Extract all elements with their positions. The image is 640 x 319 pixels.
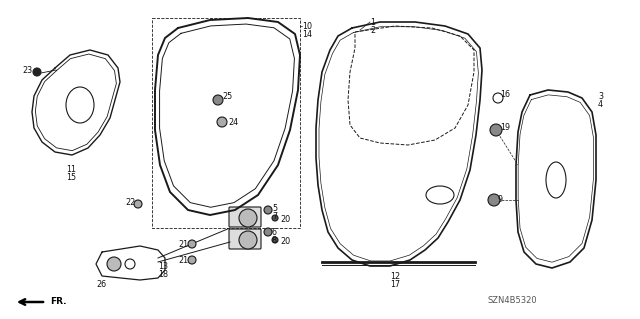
Circle shape	[264, 228, 272, 236]
Text: 20: 20	[280, 215, 290, 224]
Circle shape	[134, 200, 142, 208]
Text: 19: 19	[500, 123, 510, 132]
Circle shape	[188, 256, 196, 264]
Text: 2: 2	[370, 26, 375, 35]
Text: 7: 7	[272, 212, 277, 221]
Circle shape	[125, 259, 135, 269]
Text: 6: 6	[272, 228, 277, 237]
Ellipse shape	[426, 186, 454, 204]
Text: 14: 14	[302, 30, 312, 39]
Text: 22: 22	[125, 198, 135, 207]
Circle shape	[272, 215, 278, 221]
Text: 23: 23	[22, 66, 32, 75]
Bar	[152, 18, 300, 228]
Circle shape	[107, 257, 121, 271]
Text: 8: 8	[272, 236, 277, 245]
Text: 16: 16	[500, 90, 510, 99]
Text: 13: 13	[158, 262, 168, 271]
Circle shape	[239, 209, 257, 227]
Text: 17: 17	[390, 280, 400, 289]
FancyBboxPatch shape	[229, 229, 261, 249]
Text: 26: 26	[96, 280, 106, 289]
Circle shape	[264, 206, 272, 214]
Circle shape	[213, 95, 223, 105]
Text: 18: 18	[158, 270, 168, 279]
Text: 25: 25	[222, 92, 232, 101]
Text: 21: 21	[178, 256, 188, 265]
Text: 10: 10	[302, 22, 312, 31]
Text: 4: 4	[598, 100, 603, 109]
Text: FR.: FR.	[50, 298, 67, 307]
Text: 20: 20	[280, 237, 290, 246]
Circle shape	[493, 93, 503, 103]
Text: 3: 3	[598, 92, 603, 101]
Text: 12: 12	[390, 272, 400, 281]
Text: 5: 5	[272, 204, 277, 213]
Circle shape	[217, 117, 227, 127]
Text: 24: 24	[228, 118, 238, 127]
Text: SZN4B5320: SZN4B5320	[488, 296, 538, 305]
Ellipse shape	[66, 87, 94, 123]
Text: 9: 9	[498, 195, 503, 204]
Circle shape	[188, 240, 196, 248]
Circle shape	[488, 194, 500, 206]
Circle shape	[33, 68, 41, 76]
Text: 1: 1	[370, 18, 375, 27]
Text: 11: 11	[66, 165, 76, 174]
FancyBboxPatch shape	[229, 207, 261, 227]
Circle shape	[490, 124, 502, 136]
Text: 21: 21	[178, 240, 188, 249]
Circle shape	[239, 231, 257, 249]
Circle shape	[272, 237, 278, 243]
Text: 15: 15	[66, 173, 76, 182]
Ellipse shape	[546, 162, 566, 198]
